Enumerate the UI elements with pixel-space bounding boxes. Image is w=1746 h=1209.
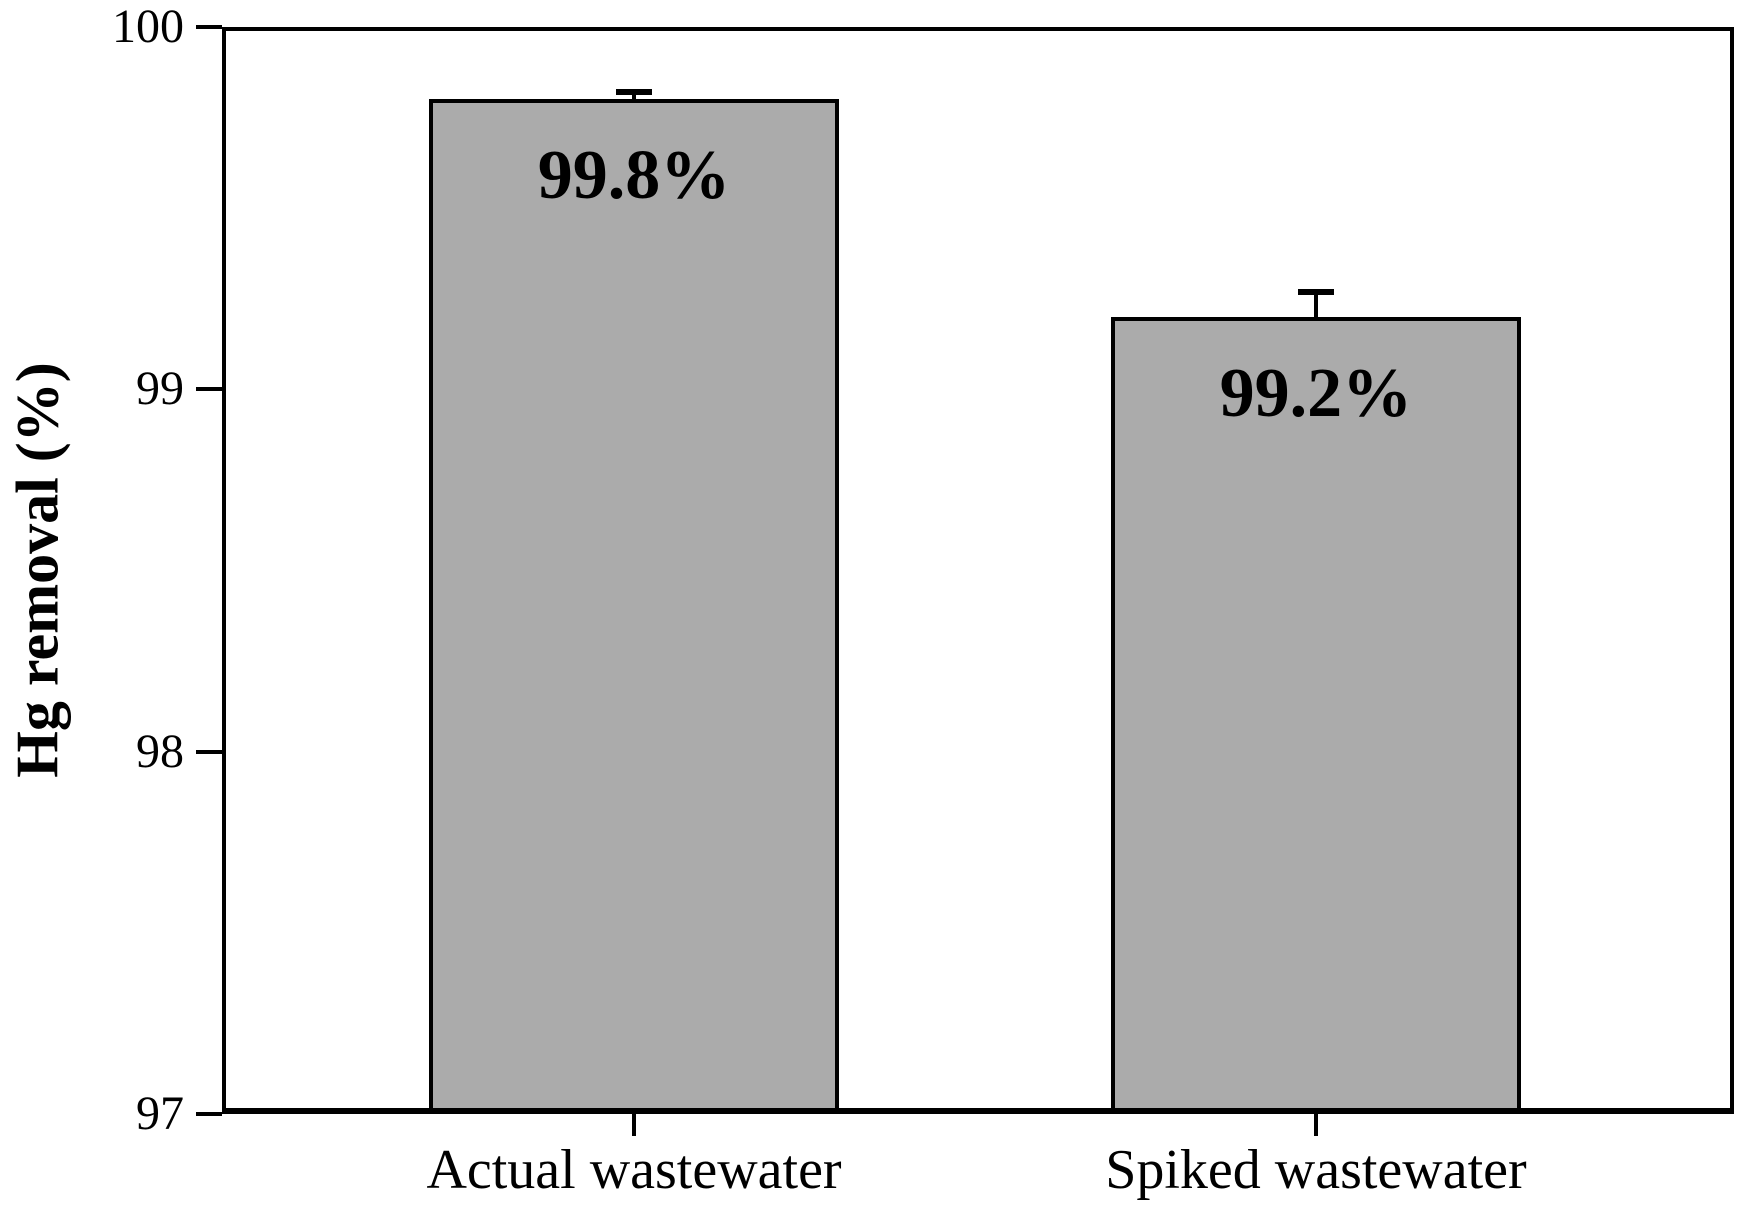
bar-actual-wastewater bbox=[429, 99, 840, 1114]
x-tick-mark bbox=[632, 1114, 637, 1136]
y-tick-label: 98 bbox=[136, 724, 184, 778]
y-tick-mark bbox=[196, 749, 222, 754]
error-bar-cap bbox=[616, 89, 653, 96]
error-bar-cap bbox=[1297, 288, 1334, 295]
error-bar-line bbox=[1313, 291, 1318, 317]
error-bar-line bbox=[632, 92, 637, 100]
x-tick-mark bbox=[1313, 1114, 1318, 1136]
x-category-label: Actual wastewater bbox=[426, 1139, 842, 1201]
x-category-label: Spiked wastewater bbox=[1105, 1139, 1527, 1201]
bar-value-label: 99.2% bbox=[1219, 354, 1413, 432]
y-axis-title: Hg removal (%) bbox=[4, 362, 71, 778]
y-tick-label: 100 bbox=[112, 0, 184, 53]
y-tick-mark bbox=[196, 25, 222, 29]
y-tick-label: 97 bbox=[136, 1087, 184, 1140]
bar-value-label: 99.8% bbox=[537, 137, 731, 215]
bar-spiked-wastewater bbox=[1110, 316, 1521, 1114]
y-tick-mark bbox=[196, 1112, 222, 1116]
y-tick-mark bbox=[196, 387, 222, 392]
y-tick-label: 99 bbox=[136, 362, 184, 416]
